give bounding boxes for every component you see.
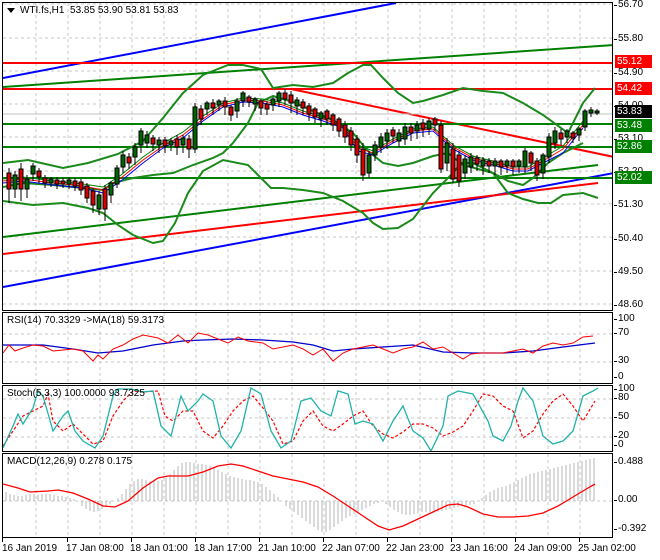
time-label: 21 Jan 10:00: [258, 543, 316, 554]
upper-green-channel-line[interactable]: [3, 44, 613, 88]
price-tick: 53.10: [613, 133, 644, 144]
time-tick-mark: [259, 538, 260, 542]
price-tick: 51.30: [613, 199, 644, 210]
macd-tick: -0.392: [613, 523, 647, 534]
price-axis: 56.70 55.80 54.90 54.00 53.10 52.20 51.3…: [613, 0, 660, 311]
price-tick: 50.40: [613, 233, 644, 244]
macd-histogram: [5, 458, 595, 532]
price-tick: 55.80: [613, 33, 644, 44]
price-chart-svg: [3, 3, 613, 310]
rsi-axis: 100 70 30 0: [613, 312, 660, 384]
time-label: 24 Jan 09:00: [514, 543, 572, 554]
price-tag-level: 52.86: [615, 140, 652, 153]
macd-svg: [3, 454, 612, 537]
time-label: 18 Jan 17:00: [194, 543, 252, 554]
stoch-axis: 100 80 50 20 0: [613, 383, 660, 452]
time-tick-mark: [323, 538, 324, 542]
time-tick-mark: [131, 538, 132, 542]
price-tick: 56.70: [613, 0, 644, 10]
price-tag-resistance: 55.12: [615, 55, 652, 68]
rsi-tick: 0: [614, 371, 624, 382]
rsi-tick: 70: [613, 327, 630, 338]
symbol-label: WTI.fs,H1: [20, 5, 65, 16]
time-tick-mark: [515, 538, 516, 542]
stoch-signal-line: [3, 390, 596, 447]
macd-pane[interactable]: MACD(12,26,9) 0.278 0.175: [2, 453, 613, 538]
time-label: 25 Jan 02:00: [578, 543, 636, 554]
grid: [3, 3, 612, 310]
time-axis: 16 Jan 2019 17 Jan 08:00 18 Jan 01:00 18…: [2, 538, 636, 560]
stoch-svg: [3, 386, 612, 451]
price-tick: 49.50: [613, 266, 644, 277]
rsi-title: RSI(14) 70.3329 ->MA(18) 59.3173: [7, 315, 165, 326]
time-tick-mark: [451, 538, 452, 542]
rsi-ma-line: [3, 338, 596, 354]
price-tag-level: 52.02: [615, 171, 652, 184]
rsi-line: [3, 332, 594, 362]
lower-blue-trendline[interactable]: [3, 172, 613, 288]
chart-header: WTI.fs,H1 53.85 53.90 53.81 53.83: [7, 5, 178, 16]
upper-blue-trendline[interactable]: [3, 3, 397, 79]
stoch-tick: 100: [614, 383, 635, 394]
rsi-pane[interactable]: RSI(14) 70.3329 ->MA(18) 59.3173: [2, 312, 613, 384]
price-tick: 48.60: [613, 299, 644, 310]
time-tick-mark: [67, 538, 68, 542]
stochastic-pane[interactable]: Stoch(5,3,3) 100.0000 93.7325: [2, 385, 613, 452]
rsi-svg: [3, 313, 612, 383]
grid: [3, 454, 612, 537]
time-label: 17 Jan 08:00: [66, 543, 124, 554]
macd-tick: 0.488: [613, 456, 644, 467]
time-label: 22 Jan 07:00: [322, 543, 380, 554]
candlesticks: [6, 89, 600, 221]
time-label: 16 Jan 2019: [2, 543, 58, 554]
macd-tick: 0.00: [613, 494, 638, 505]
price-tag-resistance: 54.42: [615, 82, 652, 95]
rsi-tick: 100: [614, 313, 635, 324]
time-tick-mark: [387, 538, 388, 542]
stoch-main-line: [3, 386, 599, 451]
stoch-title: Stoch(5,3,3) 100.0000 93.7325: [7, 388, 145, 399]
time-tick-mark: [2, 538, 3, 542]
time-tick-mark: [195, 538, 196, 542]
stoch-tick: 20: [613, 430, 630, 441]
price-tick: 54.90: [613, 67, 644, 78]
time-tick-mark: [579, 538, 580, 542]
stoch-tick: 50: [613, 411, 630, 422]
stoch-tick: 0: [614, 439, 624, 450]
rsi-tick: 30: [613, 355, 630, 366]
price-tag-level: 53.48: [615, 119, 652, 132]
main-chart-pane[interactable]: WTI.fs,H1 53.85 53.90 53.81 53.83: [2, 2, 613, 311]
stoch-tick: 80: [613, 392, 630, 403]
rising-red-trendline[interactable]: [3, 182, 599, 255]
macd-axis: 0.488 0.00 -0.392: [613, 453, 660, 538]
time-label: 23 Jan 16:00: [450, 543, 508, 554]
time-label: 18 Jan 01:00: [130, 543, 188, 554]
grid: [3, 386, 612, 451]
triangle-down-icon[interactable]: [7, 7, 15, 13]
price-tag-last: 53.83: [615, 105, 652, 118]
time-label: 22 Jan 23:00: [386, 543, 444, 554]
macd-title: MACD(12,26,9) 0.278 0.175: [7, 456, 133, 467]
ohlc-values: 53.85 53.90 53.81 53.83: [70, 5, 179, 16]
macd-signal-line: [3, 463, 596, 531]
